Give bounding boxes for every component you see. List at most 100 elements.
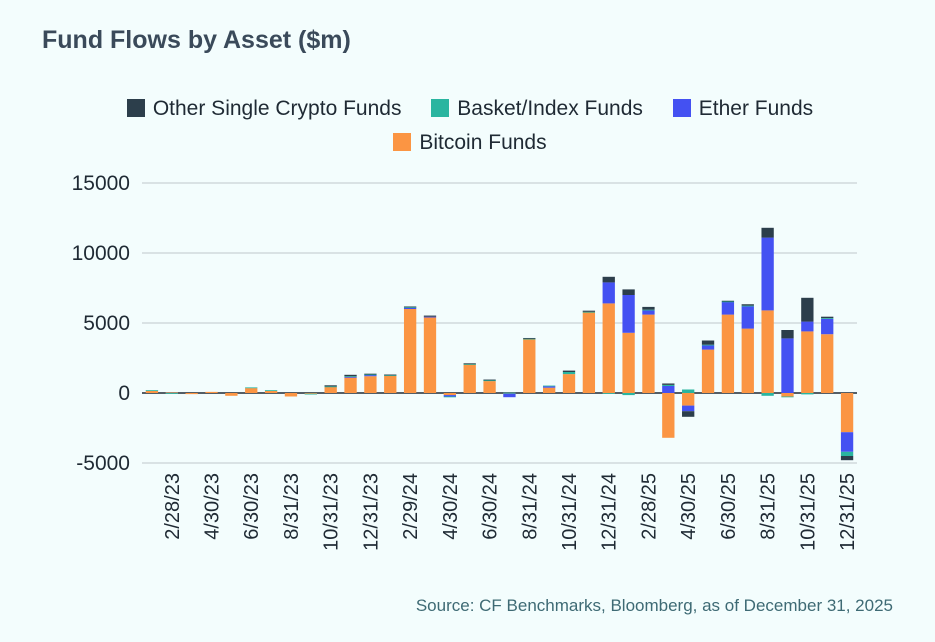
bar-segment-other: [642, 306, 655, 310]
bar-segment-basket: [344, 376, 357, 377]
x-tick-label: 8/31/24: [519, 473, 541, 540]
bar-segment-other: [662, 383, 675, 385]
bar-segment-other: [324, 385, 337, 387]
bar-segment-basket: [165, 393, 178, 394]
bar-segment-other: [364, 373, 377, 375]
bar-segment-other: [781, 330, 794, 339]
y-tick-label: 5000: [83, 312, 130, 335]
legend-item-basket: Basket/Index Funds: [431, 92, 643, 126]
bar-segment-bitcoin: [225, 393, 238, 396]
bar-segment-bitcoin: [324, 386, 337, 393]
bar-segment-bitcoin: [264, 390, 278, 393]
bar-segment-ether: [602, 282, 615, 304]
x-tick-label: 10/31/24: [559, 473, 581, 551]
bar-segment-bitcoin: [821, 334, 834, 393]
bar-segment-other: [840, 456, 854, 461]
chart-title: Fund Flows by Asset ($m): [42, 26, 351, 54]
bar-segment-bitcoin: [344, 377, 357, 393]
bar-segment-other: [721, 300, 735, 302]
bar-segment-bitcoin: [622, 332, 635, 393]
source-note: Source: CF Benchmarks, Bloomberg, as of …: [415, 596, 893, 615]
bar-segment-bitcoin: [741, 328, 754, 393]
bar-segment-other: [761, 227, 774, 238]
bar-segment-other: [483, 379, 496, 381]
bar-segment-other: [562, 370, 576, 372]
bar-segment-bitcoin: [523, 339, 536, 393]
bar-segment-basket: [582, 311, 596, 313]
bar-segment-basket: [503, 392, 516, 394]
bar-segment-basket: [642, 309, 655, 311]
x-tick-label: 6/30/23: [241, 473, 263, 540]
bar-chart: 15000 10000 5000 0 -5000 2/28/23 4/30/23 6/30/2…: [72, 172, 859, 551]
bar-segment-ether: [344, 376, 357, 378]
x-tick-label: 6/30/25: [718, 473, 740, 540]
square-swatch-icon: [126, 99, 145, 117]
bar-segment-bitcoin: [761, 310, 774, 393]
bar-segment-other: [423, 315, 437, 317]
bar-segment-bitcoin: [642, 314, 655, 393]
bar-segment-ether: [761, 237, 774, 311]
bar-segment-bitcoin: [284, 393, 298, 397]
bar-segment-basket: [562, 372, 576, 375]
legend-label-ether: Ether Funds: [698, 97, 814, 120]
bar-segment-bitcoin: [582, 312, 596, 393]
x-tick-label: 8/31/23: [281, 473, 303, 540]
bar-segment-bitcoin: [463, 364, 476, 393]
bar-segment-basket: [741, 305, 754, 307]
bar-segment-ether: [622, 295, 635, 333]
square-swatch-icon: [431, 99, 450, 117]
legend-label-basket: Basket/Index Funds: [457, 97, 643, 120]
bar-segment-ether: [741, 306, 754, 329]
bar-segment-bitcoin: [781, 393, 794, 397]
x-tick-label: 10/31/25: [797, 473, 819, 551]
bar-segment-basket: [483, 379, 496, 382]
bar-segment-basket: [622, 393, 635, 396]
x-tick-label: 2/28/23: [162, 473, 184, 540]
x-tick-label: 10/31/23: [321, 473, 343, 551]
legend-label-bitcoin: Bitcoin Funds: [419, 131, 547, 154]
bar-segment-bitcoin: [662, 393, 675, 438]
bar-segment-bitcoin: [403, 309, 417, 393]
bar-segment-basket: [403, 307, 417, 308]
y-tick-label: 10000: [72, 242, 130, 265]
bar-segment-basket: [602, 393, 615, 394]
bar-segment-bitcoin: [721, 314, 735, 393]
x-tick-label: 12/31/23: [360, 473, 382, 551]
bar-segment-bitcoin: [185, 393, 198, 395]
bar-segment-bitcoin: [304, 393, 317, 394]
bar-segment-other: [602, 276, 615, 283]
bar-segment-ether: [542, 386, 556, 388]
bar-segment-basket: [781, 396, 794, 398]
bar-segment-ether: [443, 395, 457, 397]
x-tick-label: 6/30/24: [480, 473, 502, 540]
bar-segment-ether: [701, 345, 715, 350]
bar-segment-other: [801, 297, 814, 322]
bar-segment-bitcoin: [165, 392, 178, 394]
legend-item-ether: Ether Funds: [672, 92, 814, 126]
bar-segment-bitcoin: [384, 375, 397, 393]
bar-segment-ether: [840, 432, 854, 452]
chart-legend: Other Single Crypto Funds Basket/Index F…: [80, 92, 860, 160]
bar-segment-ether: [423, 316, 437, 318]
x-tick-label: 12/31/25: [837, 473, 859, 551]
bar-segment-basket: [304, 393, 317, 395]
bar-segment-basket: [364, 374, 377, 376]
bar-segment-ether: [801, 321, 814, 332]
x-tick-label: 8/31/25: [758, 473, 780, 540]
bar-segment-basket: [662, 384, 675, 386]
x-tick-label: 4/30/25: [678, 473, 700, 540]
bar-segment-other: [463, 363, 476, 365]
x-tick-label: 4/30/24: [440, 473, 462, 540]
legend-item-bitcoin: Bitcoin Funds: [393, 126, 547, 160]
bar-segment-other: [821, 316, 834, 319]
bar-segment-basket: [721, 301, 735, 303]
bar-segment-other: [582, 310, 596, 312]
bar-segment-ether: [721, 302, 735, 315]
bar-segment-bitcoin: [542, 387, 556, 393]
bar-segment-basket: [542, 385, 556, 387]
square-swatch-icon: [393, 133, 412, 151]
y-tick-label: 15000: [72, 172, 130, 195]
bar-segment-bitcoin: [801, 331, 814, 393]
legend-label-other: Other Single Crypto Funds: [152, 97, 402, 120]
